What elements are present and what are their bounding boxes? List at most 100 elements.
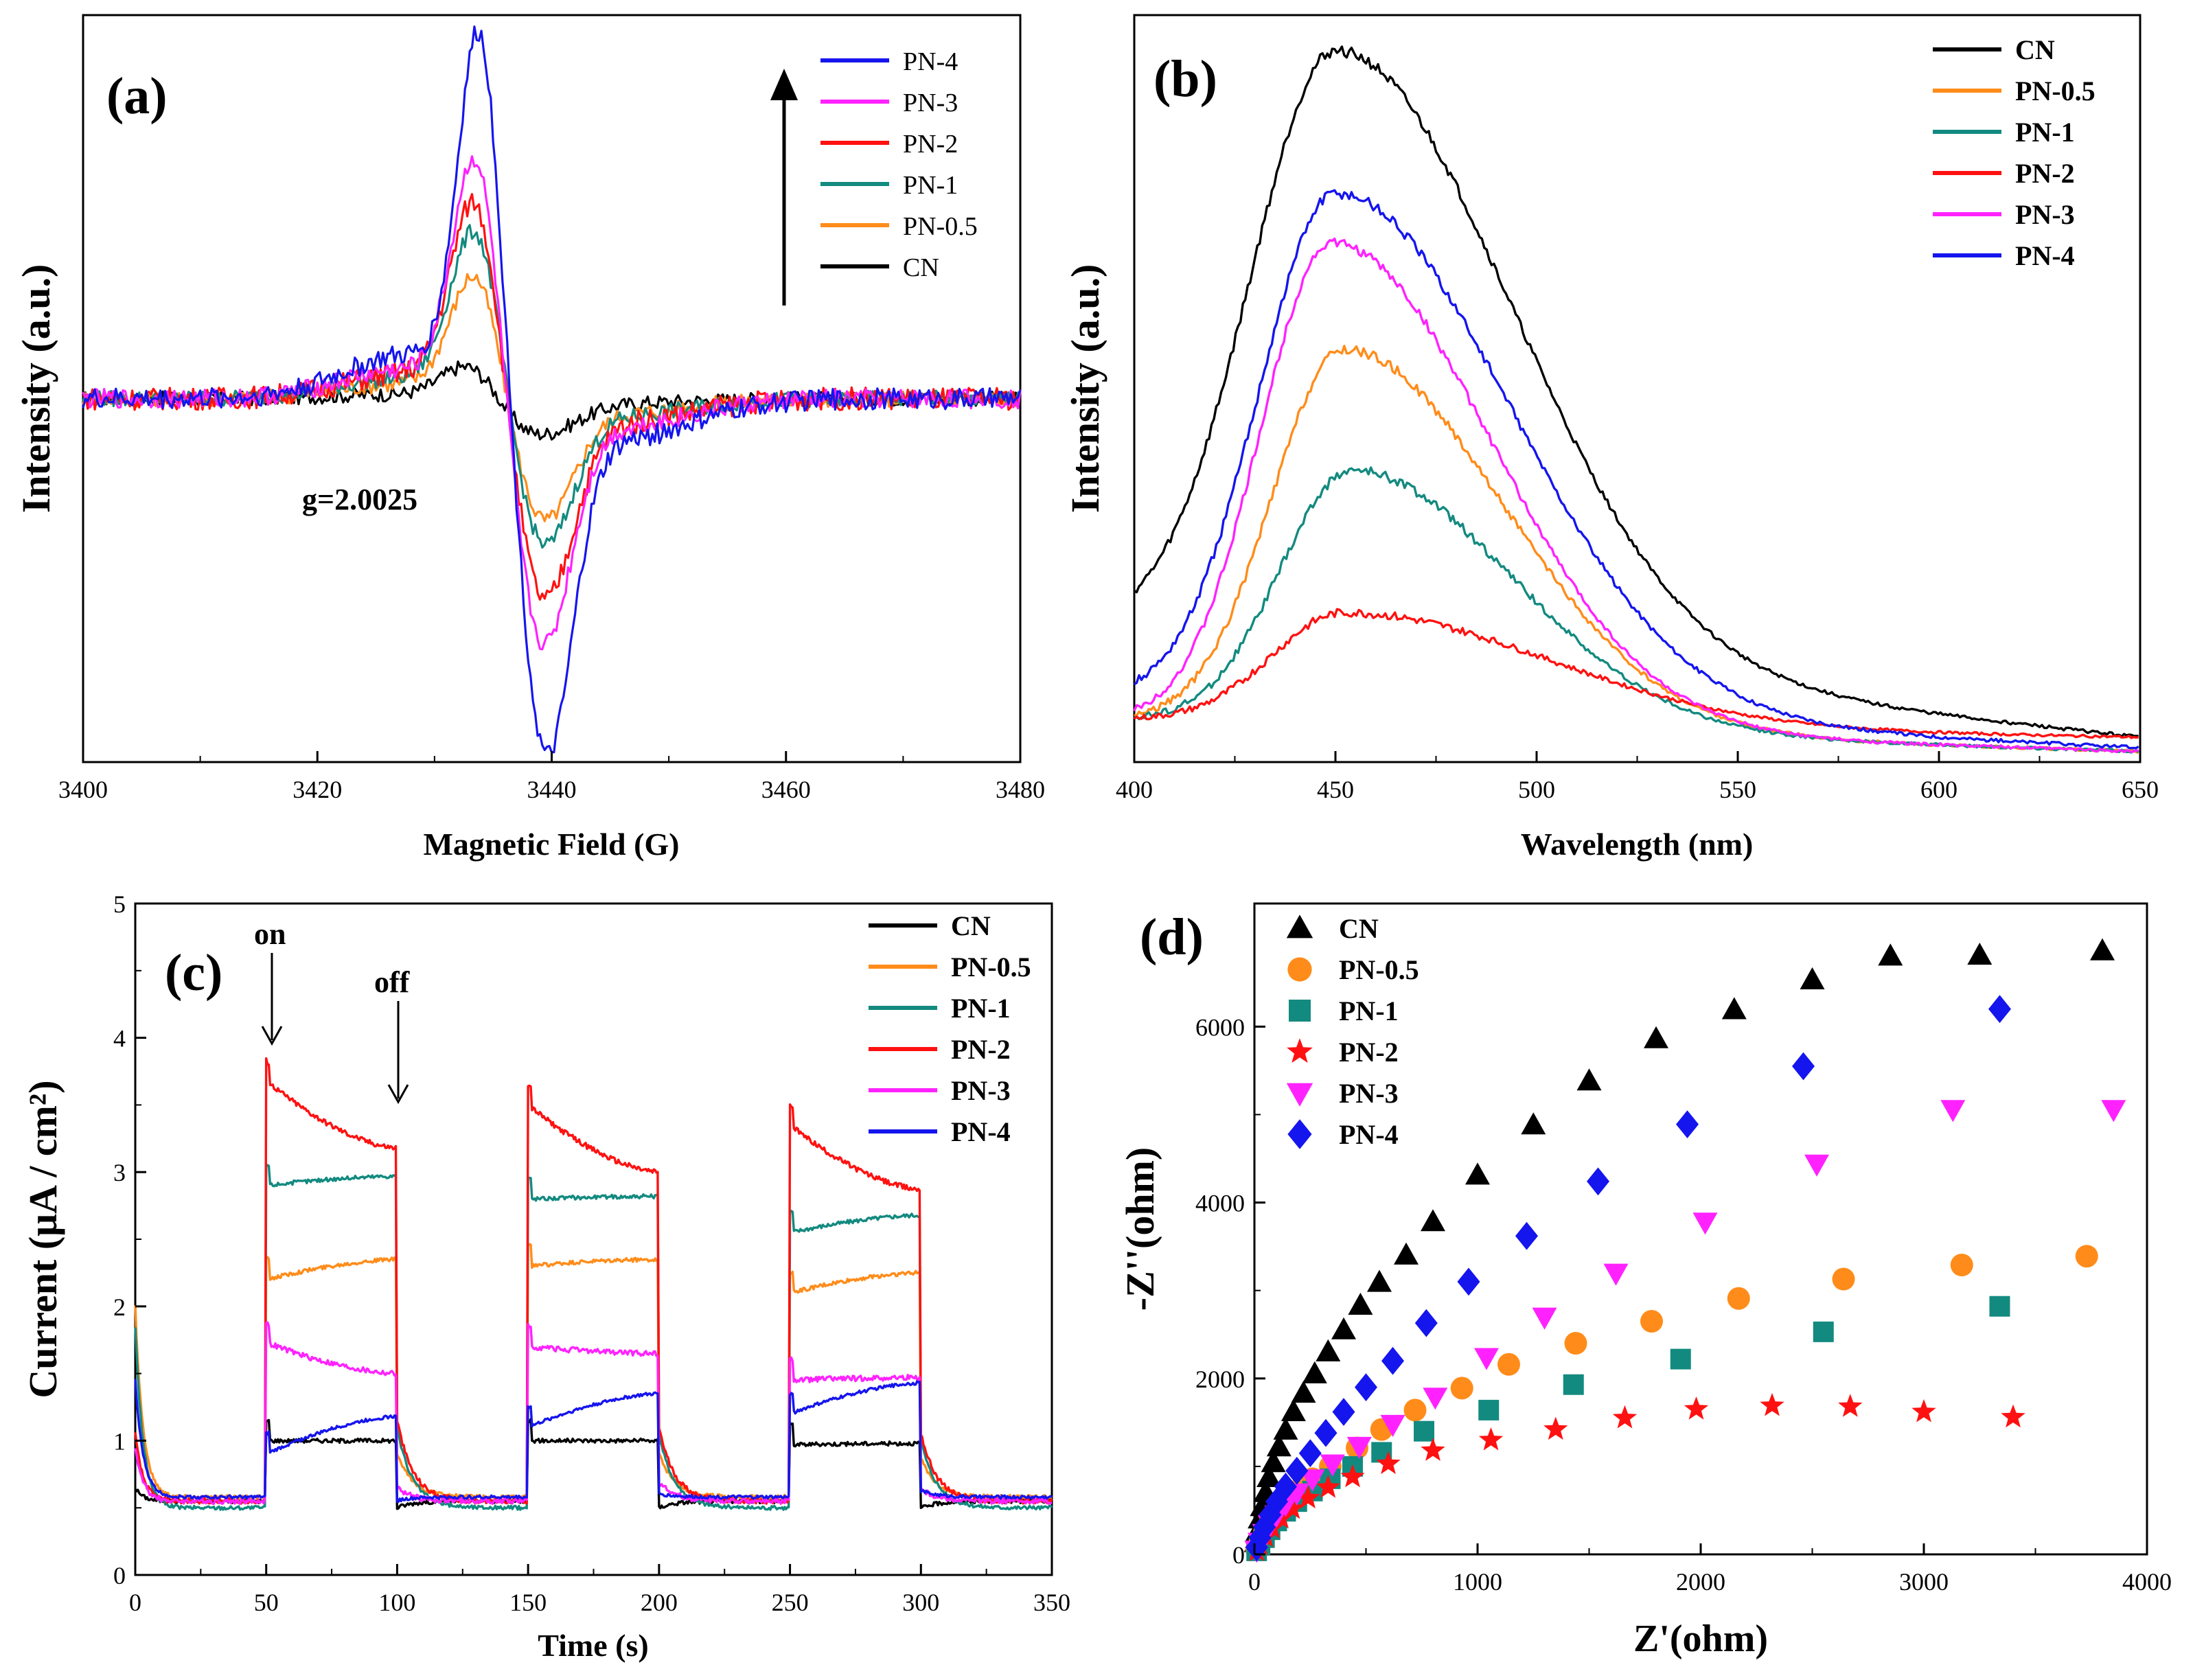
nyquist-point-pn-1 (1989, 1296, 2010, 1317)
legend-label-pn-05: PN-0.5 (1339, 954, 1419, 985)
legend-label-pn-05: PN-0.5 (903, 212, 978, 241)
nyquist-point-pn-3 (1603, 1263, 1629, 1286)
nyquist-point-pn-1 (1478, 1399, 1500, 1420)
nyquist-point-pn-4 (1381, 1346, 1404, 1375)
y-tick-label: 0 (113, 1562, 126, 1589)
panel-a-ylabel: Intensity (a.u.) (14, 264, 58, 514)
x-tick-label: 600 (1920, 776, 1957, 803)
y-tick-label: 3 (113, 1159, 126, 1186)
y-tick-label: 2000 (1195, 1366, 1245, 1393)
nyquist-point-cn (1644, 1026, 1668, 1048)
legend-label-cn: CN (2015, 34, 2055, 65)
legend-label-pn-4: PN-4 (951, 1116, 1011, 1147)
nyquist-point-cn (1316, 1339, 1341, 1361)
panel-c-label: (c) (165, 944, 222, 1002)
legend-label-cn: CN (1339, 913, 1379, 944)
nyquist-point-pn-2 (1421, 1438, 1445, 1461)
nyquist-point-pn-4 (1274, 1473, 1297, 1501)
nyquist-point-cn (1281, 1399, 1306, 1421)
y-tick-label: 0 (1232, 1541, 1245, 1569)
nyquist-point-cn (1465, 1162, 1490, 1185)
nyquist-point-pn-05 (1832, 1267, 1855, 1291)
nyquist-point-cn (1256, 1464, 1282, 1487)
nyquist-point-pn-2 (1543, 1416, 1568, 1440)
increase-arrow-head-icon (770, 69, 798, 100)
panel-b-pl-chart: 400 450 500 550 600 650 (b) Wavelength (nm) I… (1063, 14, 2159, 862)
legend-label-pn-1: PN-1 (1339, 996, 1399, 1026)
legend-label-pn-1: PN-1 (903, 171, 958, 200)
nyquist-point-pn-4 (1265, 1487, 1288, 1516)
nyquist-point-pn-3 (1692, 1212, 1718, 1235)
legend-label-cn: CN (903, 253, 939, 282)
x-tick-label: 50 (254, 1589, 279, 1616)
nyquist-point-pn-1 (1563, 1374, 1584, 1395)
nyquist-point-pn-4 (1355, 1373, 1377, 1401)
nyquist-point-pn-2 (2001, 1404, 2025, 1428)
legend-label-pn-3: PN-3 (951, 1075, 1011, 1106)
nyquist-point-pn-05 (1497, 1353, 1520, 1376)
nyquist-point-cn (1266, 1434, 1291, 1457)
y-tick-label: 5 (113, 890, 126, 918)
x-tick-label: 1000 (1453, 1568, 1502, 1596)
panel-c-photocurrent-chart: 0 50 100 150 200 250 300 350 0 1 2 3 4 5 (c) Time (s… (21, 890, 1070, 1663)
nyquist-point-pn-05 (1727, 1287, 1750, 1310)
legend-label-pn-4: PN-4 (2015, 240, 2075, 271)
legend-marker-pn-2 (1287, 1038, 1313, 1063)
panel-b-ylabel: Intensity (a.u.) (1063, 264, 1107, 514)
nyquist-point-pn-2 (1911, 1399, 1936, 1423)
series-pn-2 (1244, 1392, 2025, 1561)
x-tick-label: 450 (1317, 776, 1354, 803)
nyquist-point-pn-2 (1684, 1396, 1709, 1420)
nyquist-point-pn-3 (1380, 1414, 1405, 1437)
y-tick-label: 4000 (1195, 1190, 1245, 1217)
panel-a-label: (a) (106, 67, 168, 125)
panel-b-xlabel: Wavelength (nm) (1521, 827, 1754, 862)
light-on-annotation: on (254, 917, 286, 951)
light-off-arrow-head-icon (387, 1084, 409, 1105)
nyquist-point-cn (1394, 1242, 1419, 1265)
nyquist-point-pn-3 (1346, 1436, 1372, 1459)
x-tick-label: 2000 (1676, 1568, 1725, 1596)
legend-label-pn-3: PN-3 (2015, 199, 2075, 230)
nyquist-point-pn-3 (1940, 1100, 1966, 1123)
nyquist-point-pn-2 (1316, 1475, 1340, 1498)
series-pn-3 (1244, 1100, 2126, 1563)
light-off-annotation: off (374, 965, 411, 999)
x-tick-label: 200 (641, 1589, 678, 1616)
y-tick-label: 6000 (1195, 1013, 1245, 1041)
legend-label-pn-2: PN-2 (951, 1034, 1011, 1065)
nyquist-point-pn-4 (1457, 1267, 1480, 1296)
nyquist-point-cn (1421, 1209, 1445, 1232)
panel-d-ylabel: -Z''(ohm) (1118, 1147, 1162, 1311)
pl-line-pn-2 (1133, 608, 2139, 739)
y-tick-label: 1 (113, 1427, 126, 1455)
nyquist-point-pn-4 (1285, 1456, 1309, 1485)
nyquist-point-pn-2 (1340, 1464, 1365, 1488)
nyquist-point-pn-3 (2101, 1100, 2126, 1123)
pl-line-pn-4 (1134, 189, 2139, 750)
nyquist-point-pn-4 (1332, 1398, 1355, 1426)
panel-d-nyquist-chart: 0 1000 2000 3000 4000 0 2000 4000 6000 (d) Z'(o… (1118, 902, 2172, 1660)
nyquist-point-pn-2 (1280, 1495, 1305, 1519)
photocurrent-line-pn-1 (134, 1164, 1053, 1511)
nyquist-point-cn (1291, 1381, 1316, 1403)
nyquist-point-pn-2 (1478, 1427, 1504, 1451)
nyquist-point-cn (1878, 943, 1903, 966)
panel-a-xlabel: Magnetic Field (G) (423, 827, 679, 862)
panel-d-label: (d) (1140, 908, 1204, 966)
legend-label-pn-4: PN-4 (903, 47, 958, 76)
photocurrent-line-pn-3 (134, 1321, 1052, 1505)
x-tick-label: 350 (1033, 1589, 1070, 1616)
nyquist-point-cn (1721, 997, 1747, 1020)
series-cn (1243, 938, 2115, 1552)
legend-label-pn-2: PN-2 (2015, 158, 2075, 189)
nyquist-point-cn (1800, 967, 1825, 989)
nyquist-point-cn (2090, 938, 2115, 960)
nyquist-point-pn-4 (1676, 1110, 1699, 1138)
panel-a-epr-chart: 3400 3420 3440 3460 3480 (a) Magnetic Field … (14, 14, 1045, 862)
nyquist-point-pn-3 (1300, 1469, 1325, 1492)
nyquist-point-pn-2 (1838, 1394, 1863, 1417)
nyquist-point-cn (1261, 1450, 1286, 1473)
nyquist-point-cn (1576, 1068, 1602, 1091)
